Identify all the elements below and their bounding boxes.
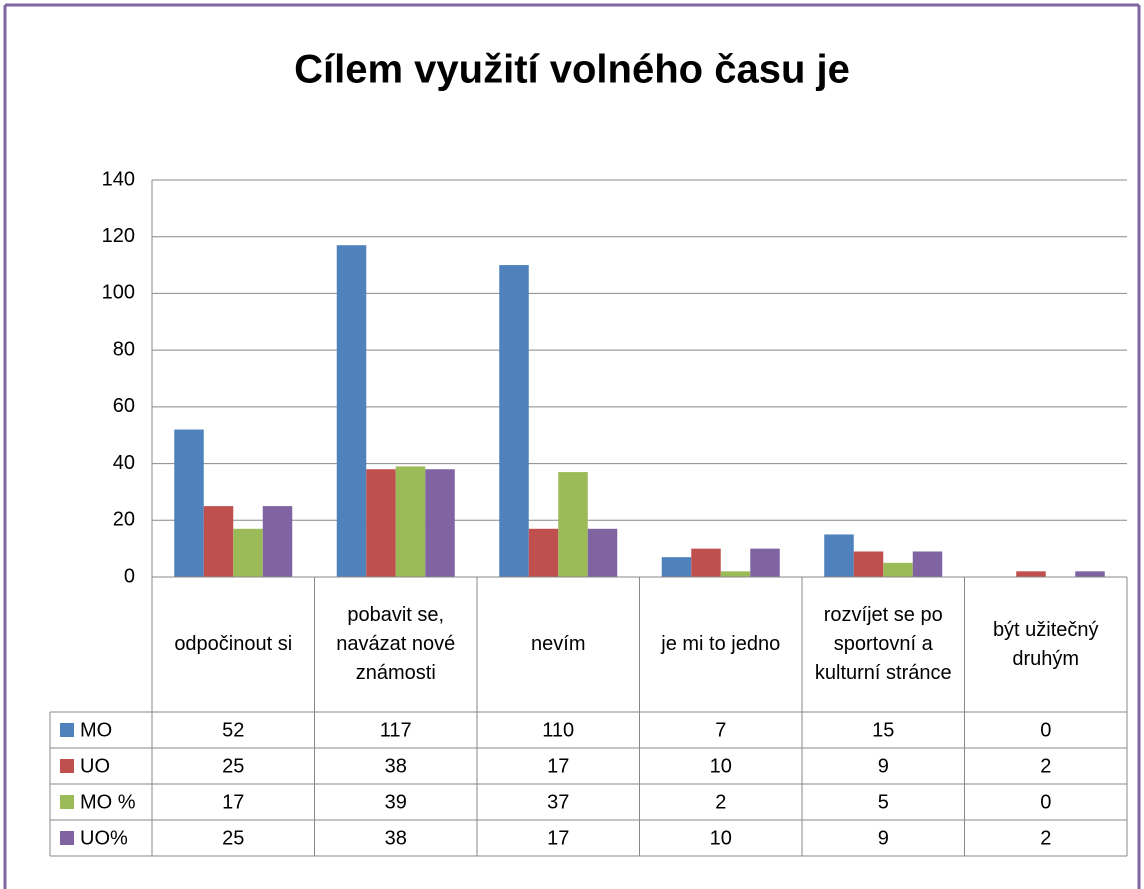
legend-label: MO [80, 719, 112, 741]
y-tick-label: 120 [102, 225, 135, 247]
y-tick-label: 20 [113, 509, 135, 531]
table-value: 10 [710, 827, 732, 849]
table-value: 110 [542, 719, 574, 741]
y-tick-label: 100 [102, 282, 135, 304]
table-value: 25 [222, 755, 244, 777]
bar [558, 472, 588, 577]
legend-swatch [60, 795, 74, 809]
legend-swatch [60, 831, 74, 845]
bar [336, 245, 367, 577]
legend-swatch [60, 759, 74, 773]
x-tick-label: odpočinout si [174, 633, 293, 655]
bar [395, 466, 426, 577]
y-tick-label: 80 [113, 338, 135, 360]
bar [366, 469, 396, 577]
table-value: 0 [1040, 719, 1051, 741]
bar [528, 528, 559, 577]
bar [1075, 571, 1105, 577]
table-value: 2 [1040, 827, 1051, 849]
x-tick-label: nevím [531, 633, 586, 655]
table-value: 117 [380, 719, 412, 741]
table-value: 7 [715, 719, 726, 741]
table-value: 38 [385, 827, 407, 849]
bar [691, 548, 721, 577]
table-value: 2 [1040, 755, 1051, 777]
table-value: 15 [872, 719, 894, 741]
bar [853, 551, 884, 577]
table-value: 17 [222, 791, 244, 813]
table-value: 17 [547, 755, 569, 777]
x-tick-label: je mi to jedno [661, 633, 781, 655]
legend-swatch [60, 723, 74, 737]
bar [203, 506, 234, 577]
table-value: 10 [710, 755, 732, 777]
table-value: 0 [1040, 791, 1051, 813]
legend-label: UO [80, 755, 110, 777]
bar [912, 551, 943, 577]
y-tick-label: 40 [113, 452, 135, 474]
y-tick-label: 140 [102, 168, 135, 190]
x-tick-label: pobavit se, navázat nové známosti [336, 604, 456, 684]
bar [174, 429, 204, 577]
x-tick-label: rozvíjet se po sportovní a kulturní strá… [814, 604, 952, 684]
chart-title: Cílem využití volného času je [294, 48, 850, 92]
bar [233, 528, 263, 577]
bar [425, 469, 455, 577]
bar [262, 506, 293, 577]
table-value: 52 [222, 719, 244, 741]
legend-label: UO% [80, 827, 128, 849]
bar [499, 265, 529, 577]
y-tick-label: 0 [124, 565, 135, 587]
bar [720, 571, 751, 577]
x-tick-label: být užitečný druhým [992, 618, 1099, 670]
bar [1016, 571, 1046, 577]
bar [587, 528, 618, 577]
table-value: 9 [878, 755, 889, 777]
table-value: 9 [878, 827, 889, 849]
table-value: 5 [878, 791, 889, 813]
table-value: 17 [547, 827, 569, 849]
y-tick-label: 60 [113, 395, 135, 417]
bar [750, 548, 780, 577]
bar [883, 562, 913, 577]
table-value: 37 [547, 791, 569, 813]
table-value: 25 [222, 827, 244, 849]
table-value: 39 [385, 791, 407, 813]
table-value: 38 [385, 755, 407, 777]
bar [824, 534, 854, 577]
bar [661, 557, 692, 577]
table-value: 2 [715, 791, 726, 813]
legend-label: MO % [80, 791, 136, 813]
